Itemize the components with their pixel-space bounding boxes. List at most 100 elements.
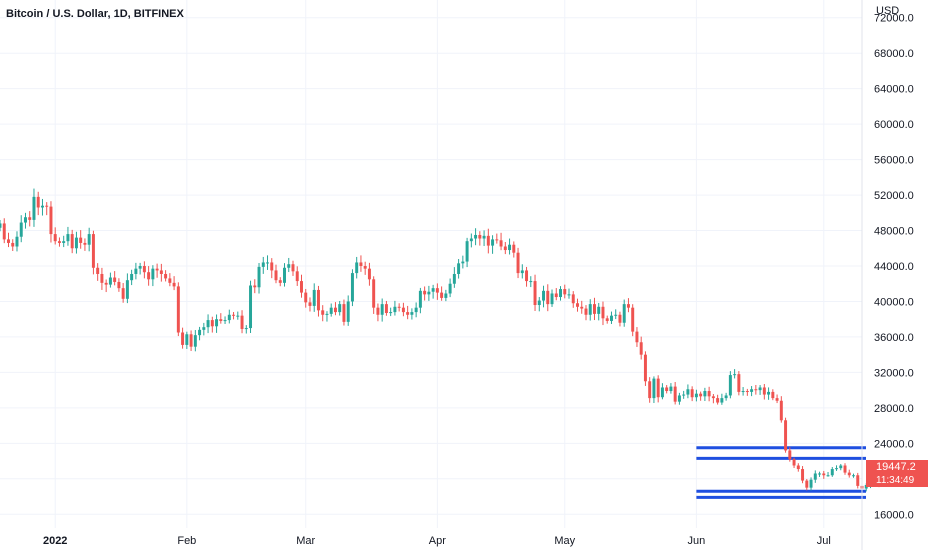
candle[interactable] — [401, 302, 405, 317]
candle-body[interactable] — [690, 389, 694, 398]
candle[interactable] — [792, 457, 796, 468]
candle-body[interactable] — [733, 374, 737, 376]
candle[interactable] — [355, 256, 359, 279]
candle-body[interactable] — [779, 400, 783, 421]
candle[interactable] — [618, 311, 622, 327]
candle-body[interactable] — [15, 236, 19, 247]
candle[interactable] — [584, 305, 588, 321]
candle-body[interactable] — [576, 303, 579, 307]
candle[interactable] — [711, 394, 715, 404]
candle-body[interactable] — [754, 389, 758, 391]
candle-body[interactable] — [62, 241, 66, 243]
candle-body[interactable] — [448, 283, 452, 294]
candle-body[interactable] — [121, 288, 125, 299]
candle-body[interactable] — [614, 314, 618, 316]
candle[interactable] — [457, 259, 461, 279]
candle-body[interactable] — [384, 304, 388, 313]
candle-body[interactable] — [130, 273, 134, 281]
candle[interactable] — [452, 267, 456, 288]
candle-body[interactable] — [138, 266, 142, 269]
candle-body[interactable] — [745, 391, 749, 393]
candle-body[interactable] — [240, 315, 244, 329]
candle-body[interactable] — [168, 278, 172, 283]
candle-body[interactable] — [418, 290, 422, 308]
candle[interactable] — [253, 279, 257, 294]
candle-body[interactable] — [839, 465, 843, 469]
candle[interactable] — [694, 389, 698, 402]
candle[interactable] — [193, 330, 197, 352]
candle[interactable] — [639, 336, 643, 360]
candle-body[interactable] — [716, 398, 720, 403]
candle-body[interactable] — [469, 238, 473, 242]
candle-body[interactable] — [588, 304, 592, 315]
candle[interactable] — [113, 271, 117, 286]
candle-body[interactable] — [283, 267, 286, 283]
candle[interactable] — [121, 283, 125, 303]
candle-body[interactable] — [673, 386, 677, 402]
candle-body[interactable] — [826, 475, 830, 477]
candle-body[interactable] — [350, 273, 354, 302]
candle-body[interactable] — [652, 378, 656, 399]
candle[interactable] — [316, 285, 320, 317]
candle[interactable] — [367, 262, 371, 286]
candle-body[interactable] — [325, 313, 329, 315]
candle[interactable] — [728, 371, 732, 399]
candle[interactable] — [758, 385, 762, 395]
candle[interactable] — [185, 331, 189, 349]
candle[interactable] — [440, 286, 444, 301]
candle[interactable] — [117, 278, 121, 292]
candle[interactable] — [435, 283, 439, 300]
candle-body[interactable] — [813, 473, 817, 480]
candle-body[interactable] — [363, 266, 367, 269]
candle-body[interactable] — [19, 222, 23, 237]
candle-body[interactable] — [499, 240, 503, 247]
candle-body[interactable] — [236, 315, 240, 317]
candle[interactable] — [614, 309, 618, 320]
candle-body[interactable] — [295, 271, 299, 282]
candle-body[interactable] — [74, 237, 78, 249]
candle[interactable] — [716, 394, 720, 405]
candle[interactable] — [669, 383, 673, 394]
candle-body[interactable] — [155, 268, 159, 271]
candle-body[interactable] — [452, 273, 456, 284]
candle[interactable] — [380, 298, 384, 322]
candle[interactable] — [125, 273, 129, 304]
candle[interactable] — [423, 286, 427, 301]
candle-body[interactable] — [537, 300, 541, 306]
candle-body[interactable] — [397, 306, 401, 308]
candle-body[interactable] — [601, 306, 605, 319]
candle-body[interactable] — [338, 304, 342, 313]
candle-body[interactable] — [287, 264, 291, 268]
candle-body[interactable] — [495, 239, 499, 241]
candle-body[interactable] — [367, 268, 371, 280]
candle[interactable] — [312, 283, 316, 312]
candle[interactable] — [295, 266, 299, 286]
candle[interactable] — [529, 276, 533, 288]
candle-body[interactable] — [775, 398, 779, 401]
candle-body[interactable] — [159, 270, 163, 274]
candle[interactable] — [236, 311, 240, 320]
candle-body[interactable] — [2, 223, 6, 240]
candle-body[interactable] — [550, 293, 554, 305]
candle[interactable] — [741, 387, 745, 396]
candle[interactable] — [28, 211, 32, 227]
candle[interactable] — [74, 231, 78, 254]
candle-body[interactable] — [482, 235, 486, 239]
candle[interactable] — [563, 284, 567, 299]
candle[interactable] — [559, 286, 562, 301]
candle[interactable] — [104, 279, 108, 293]
candle-body[interactable] — [563, 289, 567, 295]
candle[interactable] — [682, 390, 686, 399]
candle-body[interactable] — [626, 304, 630, 308]
candle-body[interactable] — [474, 234, 478, 239]
candle-body[interactable] — [91, 234, 95, 268]
candle-body[interactable] — [70, 234, 74, 249]
candle-body[interactable] — [244, 328, 248, 330]
candle-body[interactable] — [266, 262, 270, 264]
candle-body[interactable] — [304, 292, 308, 303]
candle[interactable] — [32, 188, 36, 227]
candle-body[interactable] — [461, 261, 465, 264]
candle[interactable] — [597, 302, 601, 321]
candle[interactable] — [168, 273, 172, 287]
candle-body[interactable] — [707, 391, 711, 397]
